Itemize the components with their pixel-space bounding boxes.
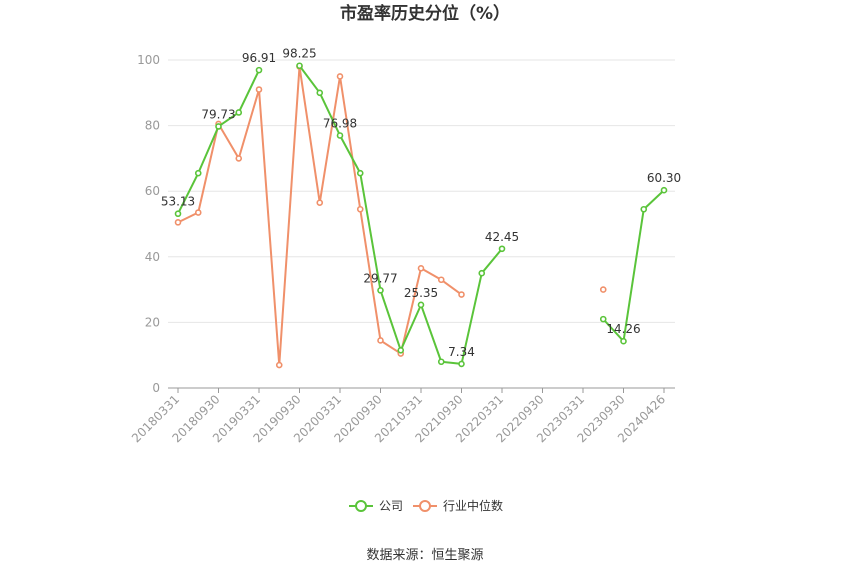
data-point[interactable] xyxy=(620,337,627,345)
data-point[interactable] xyxy=(377,337,384,344)
data-label: 29.77 xyxy=(363,271,397,285)
data-source: 数据来源：恒生聚源 xyxy=(366,548,483,563)
data-point[interactable] xyxy=(194,209,202,216)
data-label: 96.91 xyxy=(242,51,276,65)
data-point[interactable] xyxy=(316,199,324,206)
data-label: 98.25 xyxy=(282,47,316,61)
legend-item-industry-median[interactable]: 行业中位数 xyxy=(413,498,503,513)
data-labels: 53.13 79.73 96.91 98.25 76.98 29.77 25.35 7.34 4… xyxy=(161,47,681,359)
data-label: 53.13 xyxy=(161,195,195,209)
data-point[interactable] xyxy=(458,291,465,298)
data-point[interactable] xyxy=(377,287,384,294)
data-point[interactable] xyxy=(660,186,668,194)
series-line xyxy=(298,65,503,365)
data-point[interactable] xyxy=(235,155,243,162)
data-label: 60.30 xyxy=(647,171,681,185)
legend-label-industry-median: 行业中位数 xyxy=(443,498,503,513)
series-layer xyxy=(174,62,668,369)
y-tick-label: 0 xyxy=(152,381,160,395)
data-point[interactable] xyxy=(458,360,465,368)
series-line xyxy=(602,189,665,343)
data-point[interactable] xyxy=(478,269,486,277)
data-point[interactable] xyxy=(336,73,344,80)
data-point[interactable] xyxy=(255,66,263,74)
data-point[interactable] xyxy=(417,264,425,272)
series-company xyxy=(174,62,668,368)
data-point[interactable] xyxy=(356,169,364,177)
data-label: 14.26 xyxy=(606,322,640,336)
data-point[interactable] xyxy=(215,123,222,130)
series-industry-median xyxy=(174,63,607,369)
data-point[interactable] xyxy=(397,346,405,354)
data-label: 42.45 xyxy=(485,230,519,244)
y-axis: 0 20 40 60 80 100 xyxy=(137,53,160,395)
data-point[interactable] xyxy=(296,62,303,70)
series-line xyxy=(177,69,260,215)
data-point[interactable] xyxy=(336,132,344,139)
data-point[interactable] xyxy=(174,219,182,226)
data-label: 7.34 xyxy=(448,345,475,359)
data-point[interactable] xyxy=(275,361,283,369)
legend[interactable]: 公司 行业中位数 xyxy=(349,498,503,513)
data-point[interactable] xyxy=(437,358,445,366)
legend-label-company: 公司 xyxy=(379,499,403,513)
data-point[interactable] xyxy=(316,89,324,97)
chart-title: 市盈率历史分位（%） xyxy=(340,3,510,24)
data-label: 25.35 xyxy=(404,286,438,300)
data-label: 76.98 xyxy=(323,117,357,131)
y-tick-label: 100 xyxy=(137,53,160,67)
data-label: 79.73 xyxy=(201,107,235,121)
y-tick-label: 20 xyxy=(145,315,160,329)
y-tick-label: 40 xyxy=(145,250,160,264)
data-point[interactable] xyxy=(437,276,445,284)
data-point[interactable] xyxy=(498,245,506,253)
grid xyxy=(168,59,675,323)
data-point[interactable] xyxy=(194,169,202,177)
data-point[interactable] xyxy=(174,210,182,218)
y-tick-label: 80 xyxy=(145,119,160,133)
data-point[interactable] xyxy=(599,286,607,293)
data-point[interactable] xyxy=(640,205,648,213)
data-point[interactable] xyxy=(417,301,425,309)
data-point[interactable] xyxy=(599,315,607,323)
data-point[interactable] xyxy=(255,86,263,93)
y-tick-label: 60 xyxy=(145,184,160,198)
data-point[interactable] xyxy=(356,205,364,213)
data-point[interactable] xyxy=(235,109,243,116)
x-axis: 2018033120180930201903312019093020200331… xyxy=(129,387,675,445)
legend-item-company[interactable]: 公司 xyxy=(349,499,403,513)
